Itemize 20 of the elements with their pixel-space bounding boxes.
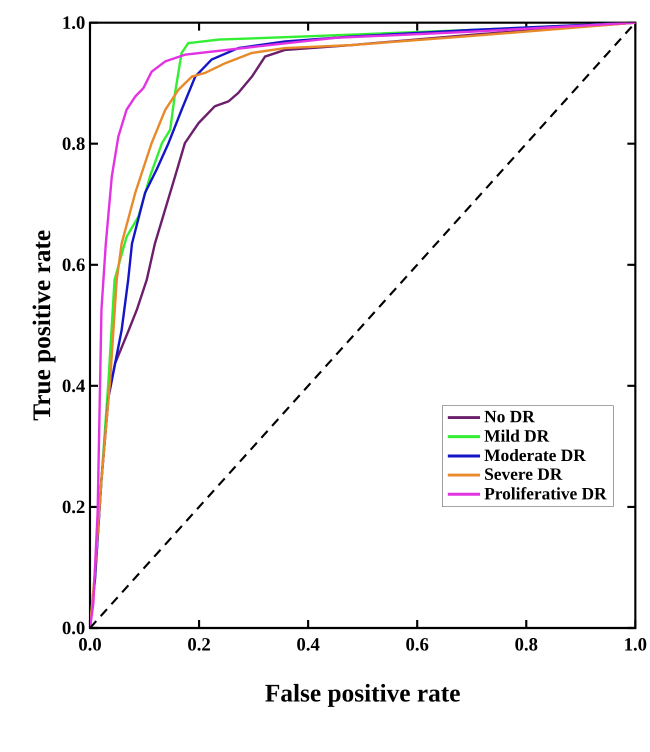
line-series [90, 22, 636, 628]
x-tick-label: 1.0 [625, 638, 646, 651]
y-tick-label: 1.0 [63, 16, 85, 30]
x-tick-label: 0.4 [297, 638, 320, 651]
y-tick-label: 0.2 [62, 500, 84, 514]
x-tick-label: 0.0 [79, 638, 101, 651]
y-tick-label: 0.0 [62, 622, 85, 634]
y-tick-label: 0.6 [62, 258, 85, 272]
legend-label: Mild DR [484, 430, 550, 442]
x-tick-label: 0.8 [515, 638, 538, 651]
x-tick-label: 0.6 [406, 638, 428, 651]
legend-label: Moderate DR [484, 448, 586, 462]
x-axis-title: False positive rate [265, 684, 460, 707]
y-tick-label: 0.4 [62, 380, 85, 392]
x-tick-label: 0.2 [188, 638, 210, 651]
y-tick-label: 0.8 [62, 137, 85, 150]
legend-label: Severe DR [485, 468, 562, 480]
legend-label: No DR [484, 410, 535, 422]
legend-label: Proliferative DR [484, 487, 607, 500]
y-axis-title: True positive rate [32, 230, 56, 420]
